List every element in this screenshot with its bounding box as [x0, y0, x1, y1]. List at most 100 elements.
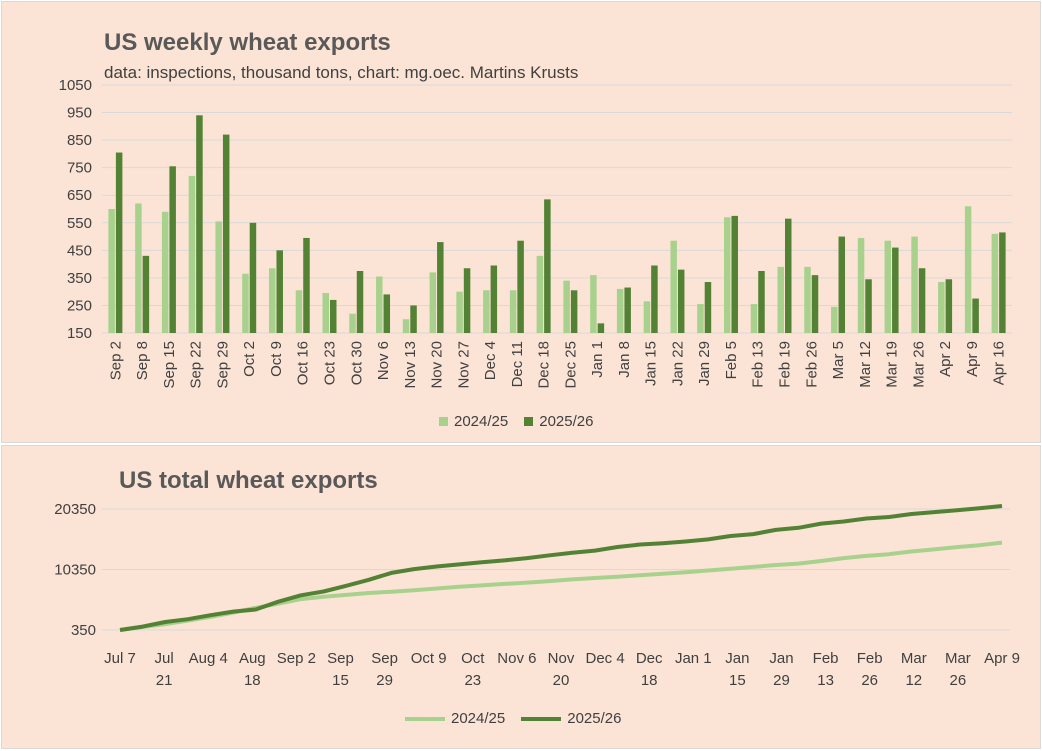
- bar-2025-26-feb-26: [811, 275, 819, 333]
- x-tick-label-part: Feb: [857, 650, 883, 667]
- x-tick-label: Dec 18: [536, 341, 553, 389]
- series-line-2025-26: [119, 504, 1003, 632]
- bar-2024-25-jan-15: [643, 301, 651, 333]
- x-tick-label: Jan 15: [725, 650, 749, 689]
- x-tick-label: Nov 13: [402, 341, 419, 389]
- bar-2024-25-mar-19: [884, 240, 892, 333]
- bar-2024-25-feb-19: [777, 266, 784, 333]
- x-tick-label: Dec 4: [482, 341, 499, 380]
- x-tick-label-part: Feb: [813, 650, 839, 667]
- x-tick-label: Feb 26: [857, 650, 883, 689]
- x-tick-label: Nov 27: [455, 341, 472, 389]
- bar-2025-26-jan-15: [651, 265, 658, 333]
- x-tick-label-part: 15: [729, 672, 746, 689]
- x-tick-label-part: 13: [817, 672, 834, 689]
- y-tick-label: 350: [71, 622, 96, 639]
- x-tick-label-part: 26: [861, 672, 878, 689]
- legend-swatch-2024-25: [405, 716, 445, 721]
- bar-2024-25-jan-22: [670, 240, 677, 333]
- x-tick-label: Oct 2: [241, 341, 258, 377]
- bar-2024-25-oct-30: [349, 313, 356, 333]
- x-tick-label: Jan 1: [589, 341, 606, 378]
- bar-2025-26-sep-8: [142, 255, 150, 333]
- x-tick-label-part: 20: [553, 672, 570, 689]
- x-tick-label-part: Oct: [461, 650, 485, 667]
- bar-2024-25-sep-22: [188, 175, 196, 333]
- bar-2024-25-mar-26: [911, 236, 918, 333]
- bar-2025-26-feb-13: [758, 271, 765, 333]
- bar-2025-26-mar-26: [918, 268, 926, 333]
- y-tick-label: 650: [67, 187, 92, 204]
- x-tick-label: Jan 1: [675, 650, 712, 667]
- x-tick-label: Feb 5: [723, 341, 740, 379]
- bar-2025-26-mar-12: [865, 279, 872, 333]
- x-tick-label: Dec 18: [636, 650, 663, 689]
- x-tick-label-part: 21: [156, 672, 173, 689]
- legend-label-2024-25: 2024/25: [454, 413, 509, 430]
- x-tick-label: Nov 6: [375, 341, 392, 380]
- bar-2024-25-nov-20: [429, 272, 437, 333]
- bar-2025-26-oct-16: [303, 237, 310, 333]
- x-tick-label: Oct 23: [461, 650, 485, 689]
- bar-2024-25-sep-29: [215, 221, 222, 333]
- x-tick-label: Mar 26: [910, 341, 927, 388]
- bar-2024-25-sep-8: [135, 203, 142, 333]
- x-tick-label: Oct 23: [322, 341, 339, 385]
- x-tick-label-part: Nov: [548, 650, 575, 667]
- x-tick-label: Mar 19: [884, 341, 901, 388]
- x-tick-label-part: 23: [464, 672, 481, 689]
- bar-2024-25-dec-25: [563, 280, 570, 333]
- x-tick-label: Aug 4: [189, 650, 228, 667]
- x-tick-label-part: Dec: [636, 650, 663, 667]
- x-tick-label: Feb 19: [777, 341, 794, 388]
- line-legend: 2024/25 2025/26: [405, 710, 637, 727]
- bar-2025-26-dec-11: [517, 240, 524, 333]
- x-tick-label: Mar 12: [901, 650, 927, 689]
- bar-2025-26-dec-4: [490, 265, 498, 333]
- legend-item-2024-25: 2024/25: [405, 710, 505, 727]
- legend-swatch-2025-26: [524, 417, 534, 426]
- x-tick-label: Jan 29: [769, 650, 793, 689]
- x-tick-label: Sep 29: [214, 341, 231, 389]
- bar-2025-26-mar-19: [892, 247, 899, 333]
- x-tick-label: Dec 11: [509, 341, 526, 387]
- x-tick-label: Jan 8: [616, 341, 633, 378]
- x-tick-label: Sep 8: [134, 341, 151, 380]
- y-tick-label: 1050: [59, 77, 92, 94]
- bar-2025-26-mar-5: [838, 236, 846, 333]
- bar-2024-25-jan-29: [697, 304, 704, 333]
- x-tick-label: Jan 15: [643, 341, 660, 386]
- bar-2024-25-dec-18: [536, 255, 544, 333]
- bar-2025-26-nov-27: [463, 268, 471, 333]
- x-tick-label-part: Sep: [371, 650, 398, 667]
- x-tick-label: Feb 13: [750, 341, 767, 388]
- bar-2025-26-jan-29: [704, 282, 712, 333]
- bar-2025-26-dec-25: [570, 290, 578, 333]
- bar-2025-26-feb-5: [731, 215, 738, 333]
- chart-title: US weekly wheat exports: [104, 29, 391, 56]
- x-tick-label: Sep 2: [277, 650, 316, 667]
- x-tick-label: Dec 4: [586, 650, 625, 667]
- total-exports-line-chart: 20350 10350 350 Jul 7 Jul 21 Aug 4 Aug 18 Sep 2 Se…: [54, 501, 1020, 689]
- bar-2024-25-apr-2: [938, 282, 945, 333]
- bar-2025-26-apr-16: [999, 232, 1006, 333]
- bar-2024-25-sep-2: [108, 209, 115, 333]
- bar-2024-25-nov-6: [376, 276, 383, 333]
- legend-item-2025-26: 2025/26: [524, 413, 593, 430]
- x-tick-label: Apr 9: [964, 341, 981, 377]
- bar-2024-25-jan-8: [616, 288, 624, 333]
- x-tick-label-part: Mar: [901, 650, 927, 667]
- x-tick-label-part: Jul: [155, 650, 174, 667]
- bar-2025-26-jan-8: [624, 287, 631, 333]
- y-tick-label: 250: [67, 297, 92, 314]
- x-tick-label: Jan 29: [696, 341, 713, 386]
- x-tick-label: Jul 21: [155, 650, 174, 689]
- bar-2025-26-apr-9: [972, 298, 979, 333]
- bar-2025-26-oct-9: [276, 250, 283, 333]
- bar-2024-25-mar-12: [857, 237, 865, 333]
- bar-2025-26-jan-22: [677, 269, 685, 333]
- legend-label-2025-26: 2025/26: [539, 413, 594, 430]
- y-tick-label: 950: [67, 105, 92, 122]
- x-tick-label-part: Aug: [239, 650, 266, 667]
- chart-subtitle: data: inspections, thousand tons, chart:…: [104, 63, 579, 82]
